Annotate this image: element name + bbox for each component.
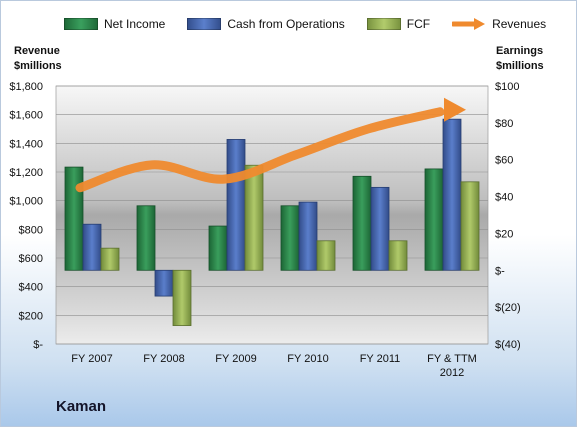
x-tick-label: FY 2009 — [215, 353, 256, 365]
revenue-arrowhead — [444, 97, 466, 122]
left-axis-title-line-2: $millions — [14, 60, 62, 72]
left-tick-label: $1,400 — [9, 138, 43, 150]
bar-net-income — [280, 205, 300, 271]
left-tick-label: $200 — [19, 310, 43, 322]
legend-item-fcf: FCF — [366, 17, 431, 31]
legend-label-cfo: Cash from Operations — [227, 17, 345, 31]
gridlines — [56, 85, 488, 345]
right-tick-label: $(40) — [495, 339, 521, 351]
left-tick-label: $1,800 — [9, 81, 43, 93]
left-axis-title: Revenue $millions — [14, 44, 62, 74]
legend-item-net-income: Net Income — [64, 17, 165, 31]
x-axis-ticks: FY 2007 FY 2008 FY 2009 FY 2010 FY 2011 FY & … — [71, 353, 477, 379]
bar-cash-from-operations — [442, 118, 462, 271]
x-tick-label: FY 2010 — [287, 353, 328, 365]
right-axis-title: Earnings $millions — [496, 44, 544, 74]
legend: Net Income Cash from Operations FCF Reve… — [64, 14, 568, 34]
x-tick-label: FY & TTM — [427, 353, 477, 365]
bars — [64, 118, 480, 326]
legend-arrow-icon — [450, 17, 486, 31]
right-axis-ticks: $(40) $(20) $- $20 $40 $60 $80 $100 — [495, 81, 521, 351]
left-tick-label: $800 — [19, 224, 43, 236]
left-tick-label: $400 — [19, 282, 43, 294]
legend-label-revenues: Revenues — [492, 17, 547, 31]
left-tick-label: $- — [33, 339, 43, 351]
bar-cash-from-operations — [82, 223, 102, 271]
right-tick-label: $60 — [495, 155, 513, 167]
legend-swatch-fcf — [366, 18, 401, 30]
left-axis-title-line-1: Revenue — [14, 45, 60, 57]
bar-cash-from-operations — [154, 269, 174, 297]
right-axis-title-line-2: $millions — [496, 60, 544, 72]
bar-fcf — [460, 181, 480, 271]
bar-cash-from-operations — [370, 186, 390, 271]
right-tick-label: $20 — [495, 228, 513, 240]
company-name: Kaman — [56, 398, 107, 415]
bar-net-income — [208, 225, 228, 271]
revenue-line — [75, 97, 466, 193]
bar-fcf — [172, 269, 192, 326]
legend-swatch-cfo — [187, 18, 222, 30]
right-tick-label: $80 — [495, 118, 513, 130]
legend-item-revenues: Revenues — [450, 17, 547, 31]
x-tick-label: FY 2007 — [71, 353, 112, 365]
right-tick-label: $100 — [495, 81, 519, 93]
x-tick-label: FY 2008 — [143, 353, 184, 365]
x-tick-label: 2012 — [440, 367, 464, 379]
x-tick-label: FY 2011 — [360, 353, 401, 365]
legend-item-cfo: Cash from Operations — [187, 17, 345, 31]
legend-swatch-net-income — [64, 18, 98, 30]
left-tick-label: $1,000 — [9, 196, 43, 208]
bar-net-income — [136, 205, 156, 271]
right-tick-label: $- — [495, 265, 505, 277]
bar-net-income — [64, 166, 84, 271]
legend-label-net-income: Net Income — [104, 17, 166, 31]
revenue-line-path — [75, 107, 445, 193]
bar-fcf — [244, 164, 264, 271]
bar-fcf — [316, 240, 336, 271]
bar-cash-from-operations — [226, 139, 246, 271]
right-axis-title-line-1: Earnings — [496, 45, 544, 57]
left-axis-ticks: $- $200 $400 $600 $800 $1,000 $1,200 $1,400 $1,6… — [9, 81, 43, 351]
bar-cash-from-operations — [298, 201, 318, 271]
bar-net-income — [424, 168, 444, 271]
right-tick-label: $40 — [495, 192, 513, 204]
right-tick-label: $(20) — [495, 302, 521, 314]
left-tick-label: $1,600 — [9, 110, 43, 122]
legend-label-fcf: FCF — [406, 17, 431, 31]
left-tick-label: $600 — [19, 253, 43, 265]
plot-area — [55, 85, 489, 345]
bar-net-income — [352, 175, 372, 271]
bar-fcf — [100, 247, 120, 271]
bar-fcf — [388, 240, 408, 271]
left-tick-label: $1,200 — [9, 167, 43, 179]
